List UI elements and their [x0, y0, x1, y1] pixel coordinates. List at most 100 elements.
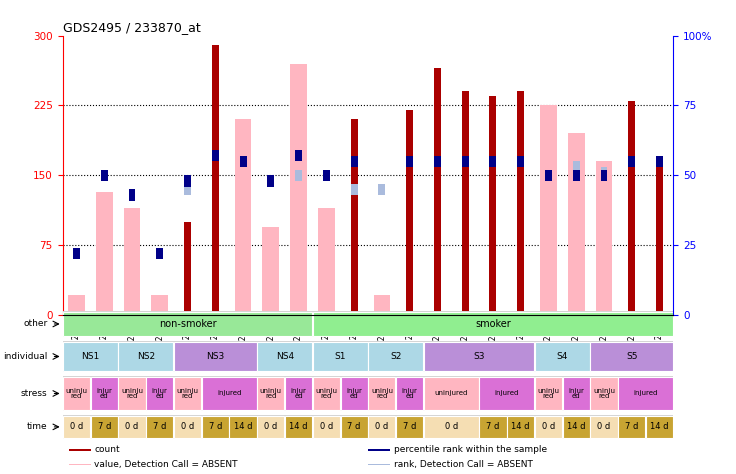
Text: 0 d: 0 d: [375, 422, 389, 431]
Bar: [595, 161, 612, 315]
Bar: [350, 156, 358, 167]
Text: NS3: NS3: [206, 352, 224, 361]
Bar: [63, 377, 90, 410]
Bar: [313, 416, 340, 438]
Bar: [368, 342, 423, 371]
Text: count: count: [94, 446, 120, 455]
Bar: [68, 449, 91, 451]
Bar: [568, 133, 584, 315]
Bar: [73, 248, 80, 259]
Bar: [341, 377, 368, 410]
Bar: [212, 150, 219, 161]
Bar: [350, 119, 358, 315]
Text: value, Detection Call = ABSENT: value, Detection Call = ABSENT: [94, 460, 238, 469]
Bar: [240, 156, 247, 167]
Text: injur
ed: injur ed: [96, 388, 112, 399]
Bar: [152, 295, 168, 315]
Bar: [535, 377, 562, 410]
Bar: [424, 342, 534, 371]
Bar: [146, 416, 174, 438]
Text: uninju
red: uninju red: [593, 388, 615, 399]
Bar: [63, 416, 90, 438]
Bar: [590, 416, 618, 438]
Bar: [68, 464, 91, 465]
Text: S4: S4: [556, 352, 568, 361]
Text: 0 d: 0 d: [598, 422, 611, 431]
Bar: [295, 170, 302, 181]
Bar: [424, 377, 479, 410]
Bar: [91, 416, 118, 438]
Bar: [285, 416, 312, 438]
Text: uninju
red: uninju red: [260, 388, 282, 399]
Text: injur
ed: injur ed: [402, 388, 417, 399]
Bar: [461, 156, 469, 167]
Bar: [540, 105, 557, 315]
Bar: [174, 377, 201, 410]
Text: 14 d: 14 d: [651, 422, 669, 431]
Bar: [406, 156, 413, 167]
Text: 0 d: 0 d: [264, 422, 277, 431]
Bar: [96, 192, 113, 315]
Text: 14 d: 14 d: [289, 422, 308, 431]
Text: injured: injured: [217, 391, 241, 396]
Bar: [184, 175, 191, 187]
Bar: [656, 156, 663, 167]
Bar: [618, 416, 645, 438]
Bar: [535, 342, 590, 371]
Bar: [646, 416, 673, 438]
Bar: [517, 91, 524, 315]
Bar: [290, 64, 307, 315]
Text: rank, Detection Call = ABSENT: rank, Detection Call = ABSENT: [394, 460, 533, 469]
Bar: [378, 184, 386, 195]
Text: 14 d: 14 d: [567, 422, 586, 431]
Bar: [230, 416, 257, 438]
Bar: [257, 377, 284, 410]
Bar: [91, 377, 118, 410]
Bar: [263, 227, 279, 315]
Bar: [368, 377, 395, 410]
Bar: [313, 311, 673, 337]
Text: NS1: NS1: [81, 352, 99, 361]
Text: 0 d: 0 d: [70, 422, 83, 431]
Bar: [368, 464, 390, 465]
Bar: [212, 45, 219, 315]
Bar: [461, 91, 469, 315]
Text: time: time: [26, 422, 47, 431]
Bar: [562, 377, 590, 410]
Text: uninju
red: uninju red: [66, 388, 88, 399]
Text: 7 d: 7 d: [208, 422, 222, 431]
Text: 7 d: 7 d: [347, 422, 361, 431]
Bar: [434, 68, 441, 315]
Bar: [517, 156, 524, 167]
Bar: [479, 416, 506, 438]
Bar: [118, 342, 174, 371]
Text: uninjured: uninjured: [435, 391, 468, 396]
Bar: [573, 161, 580, 173]
Bar: [174, 416, 201, 438]
Bar: [174, 342, 257, 371]
Text: injured: injured: [495, 391, 519, 396]
Text: 0 d: 0 d: [181, 422, 194, 431]
Text: 7 d: 7 d: [153, 422, 166, 431]
Bar: [590, 377, 618, 410]
Text: S5: S5: [626, 352, 637, 361]
Text: 14 d: 14 d: [512, 422, 530, 431]
Bar: [601, 167, 607, 178]
Text: 14 d: 14 d: [234, 422, 252, 431]
Bar: [295, 150, 302, 161]
Bar: [202, 377, 257, 410]
Bar: [146, 377, 174, 410]
Text: individual: individual: [3, 352, 47, 361]
Bar: [129, 190, 135, 201]
Bar: [396, 377, 423, 410]
Bar: [507, 416, 534, 438]
Bar: [240, 156, 247, 167]
Text: injur
ed: injur ed: [152, 388, 168, 399]
Bar: [350, 184, 358, 195]
Bar: [545, 170, 552, 181]
Bar: [656, 161, 663, 315]
Text: 7 d: 7 d: [625, 422, 638, 431]
Bar: [590, 342, 673, 371]
Text: 7 d: 7 d: [486, 422, 500, 431]
Bar: [63, 342, 118, 371]
